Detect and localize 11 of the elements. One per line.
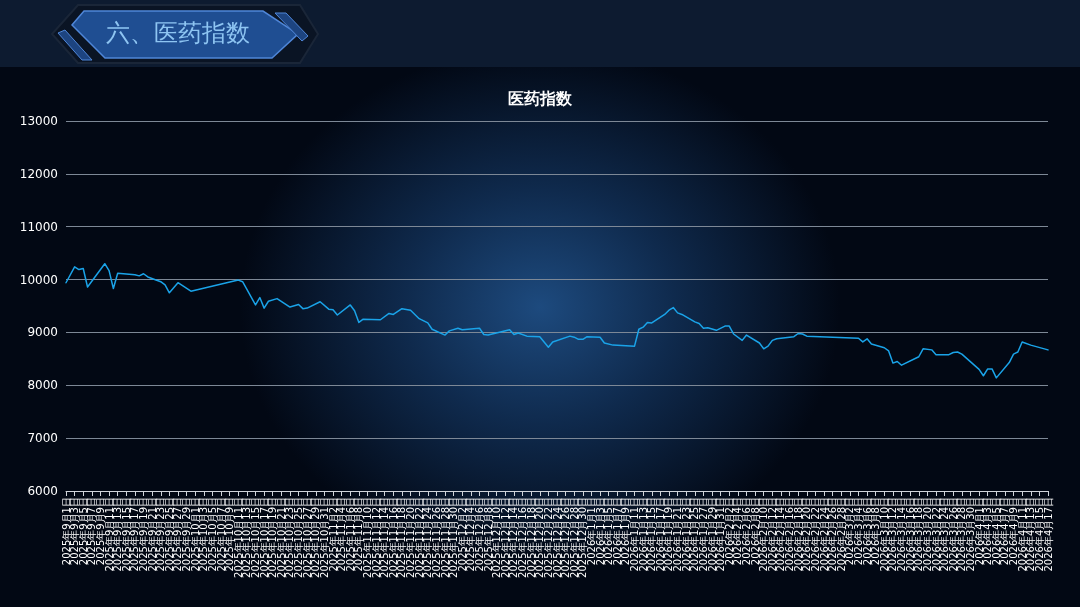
- y-tick-label: 12000: [19, 166, 58, 181]
- y-tick-label: 9000: [27, 325, 58, 340]
- y-tick-label: 13000: [19, 114, 58, 128]
- line-series: [65, 262, 1049, 379]
- chart-title: 六、医药指数: [106, 18, 250, 49]
- chart-subtitle: 医药指数: [508, 88, 573, 108]
- y-tick-label: 11000: [19, 219, 58, 234]
- y-tick-label: 8000: [27, 378, 58, 393]
- y-tick-label: 10000: [19, 272, 58, 287]
- y-tick-label: 7000: [27, 431, 58, 446]
- y-tick-label: 6000: [27, 484, 58, 498]
